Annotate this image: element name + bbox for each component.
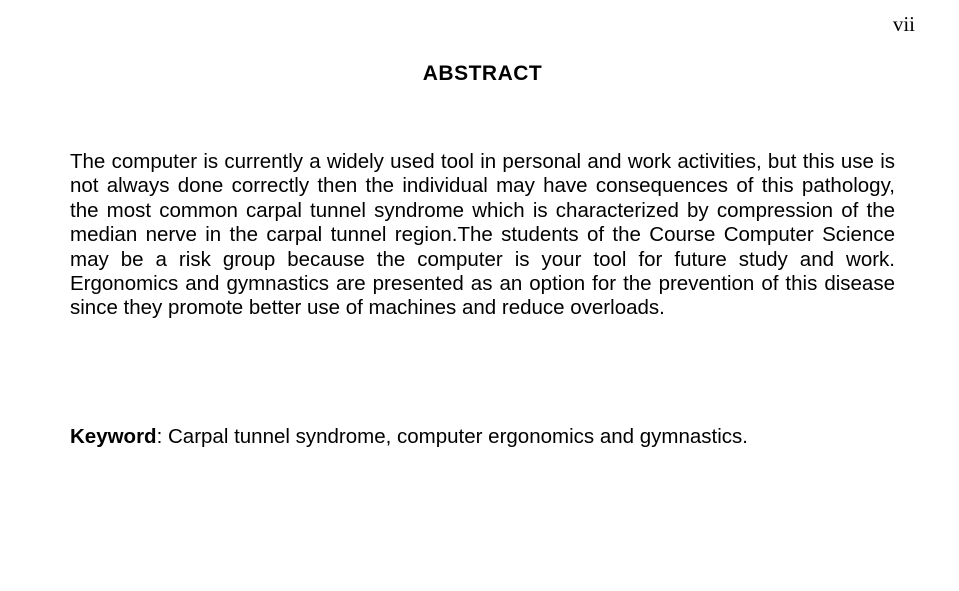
page-number: vii [893,12,915,37]
abstract-heading: ABSTRACT [70,62,895,86]
keyword-line: Keyword: Carpal tunnel syndrome, compute… [70,425,895,449]
keyword-label: Keyword [70,425,157,448]
abstract-body: The computer is currently a widely used … [70,150,895,321]
document-page: vii ABSTRACT The computer is currently a… [0,0,959,591]
keyword-separator: : [157,425,168,448]
keyword-text: Carpal tunnel syndrome, computer ergonom… [168,425,748,448]
